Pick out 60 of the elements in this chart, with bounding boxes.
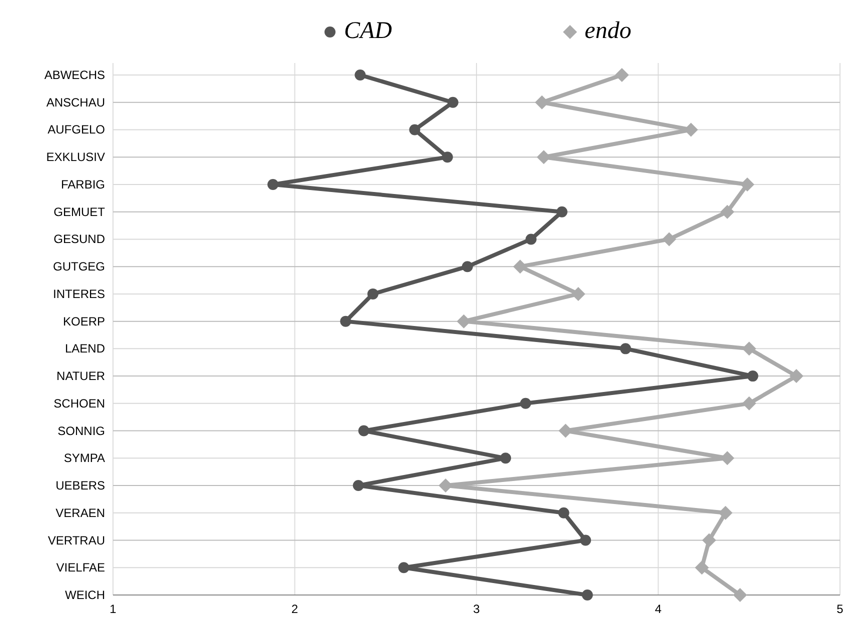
point: [747, 370, 758, 382]
legend-label: CAD: [344, 18, 392, 44]
point: [558, 507, 570, 518]
point: [582, 590, 593, 600]
point: [352, 480, 364, 492]
y-tick-label: UEBERS: [56, 478, 105, 493]
point: [556, 206, 568, 218]
x-tick-label: 5: [836, 602, 844, 616]
y-tick-label: NATUER: [56, 369, 106, 384]
y-tick-label: WEICH: [65, 588, 105, 602]
y-tick-label: AUFGELO: [48, 122, 105, 137]
point: [742, 342, 756, 356]
y-tick-label: INTERES: [52, 286, 105, 301]
y-tick-label: ANSCHAU: [46, 95, 105, 110]
point: [614, 68, 629, 82]
y-tick-label: VIELFAE: [56, 560, 105, 575]
point: [442, 152, 453, 163]
point: [398, 562, 410, 574]
point: [447, 96, 458, 108]
x-tick-label: 4: [654, 602, 662, 616]
point: [267, 178, 278, 190]
x-tick-label: 2: [291, 602, 298, 616]
point: [526, 234, 537, 245]
y-tick-label: GESUND: [54, 232, 106, 246]
point: [462, 261, 473, 272]
point: [500, 452, 512, 464]
point: [513, 260, 528, 274]
y-tick-label: EXKLUSIV: [46, 150, 105, 164]
point: [367, 288, 378, 300]
y-tick-label: KOERP: [62, 314, 105, 328]
point: [694, 560, 709, 575]
y-tick-label: VERAEN: [56, 506, 105, 520]
legend-label: endo: [584, 18, 632, 44]
point: [354, 70, 366, 80]
point: [718, 506, 732, 520]
x-tick-label: 1: [110, 602, 117, 616]
x-tick-label: 3: [473, 602, 480, 616]
y-tick-label: FARBIG: [60, 177, 105, 192]
point: [742, 396, 756, 410]
point: [571, 286, 586, 301]
point: [733, 588, 748, 602]
y-tick-label: GUTGEG: [52, 260, 105, 274]
y-tick-label: VERTRAU: [48, 533, 105, 548]
point: [580, 534, 592, 546]
y-tick-label: SONNIG: [58, 424, 105, 438]
point: [358, 425, 370, 436]
y-tick-label: GEMUET: [54, 204, 106, 219]
point: [520, 398, 532, 409]
y-tick-label: SYMPA: [64, 451, 105, 466]
point: [409, 124, 420, 136]
point: [340, 316, 352, 327]
y-tick-label: LAEND: [64, 342, 106, 356]
point: [720, 204, 734, 219]
point: [740, 177, 754, 192]
point: [620, 343, 632, 354]
y-tick-label: SCHOEN: [54, 396, 105, 410]
point: [789, 369, 804, 384]
y-tick-label: ABWECHS: [44, 68, 105, 82]
point: [662, 232, 676, 246]
point: [702, 533, 716, 548]
